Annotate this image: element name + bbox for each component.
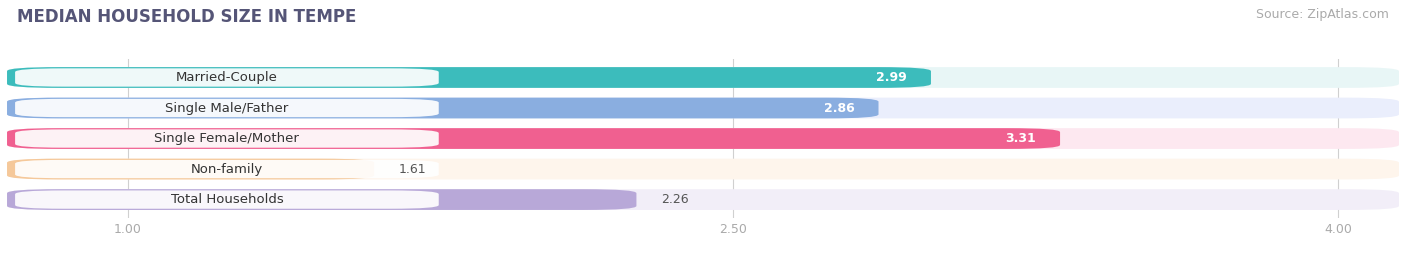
FancyBboxPatch shape [7, 159, 374, 179]
FancyBboxPatch shape [15, 99, 439, 117]
Text: 3.31: 3.31 [1005, 132, 1036, 145]
FancyBboxPatch shape [7, 128, 1399, 149]
Text: 2.99: 2.99 [876, 71, 907, 84]
FancyBboxPatch shape [7, 189, 1399, 210]
FancyBboxPatch shape [7, 67, 1399, 88]
Text: Single Male/Father: Single Male/Father [166, 101, 288, 115]
Text: Total Households: Total Households [170, 193, 283, 206]
Text: Married-Couple: Married-Couple [176, 71, 278, 84]
FancyBboxPatch shape [15, 129, 439, 148]
Text: Single Female/Mother: Single Female/Mother [155, 132, 299, 145]
FancyBboxPatch shape [7, 159, 1399, 179]
FancyBboxPatch shape [15, 160, 439, 178]
FancyBboxPatch shape [15, 68, 439, 87]
Text: Source: ZipAtlas.com: Source: ZipAtlas.com [1256, 8, 1389, 21]
Text: MEDIAN HOUSEHOLD SIZE IN TEMPE: MEDIAN HOUSEHOLD SIZE IN TEMPE [17, 8, 356, 26]
FancyBboxPatch shape [7, 189, 637, 210]
Text: Non-family: Non-family [191, 162, 263, 176]
FancyBboxPatch shape [7, 67, 931, 88]
FancyBboxPatch shape [7, 98, 879, 118]
Text: 2.26: 2.26 [661, 193, 689, 206]
FancyBboxPatch shape [7, 98, 1399, 118]
Text: 2.86: 2.86 [824, 101, 855, 115]
FancyBboxPatch shape [7, 128, 1060, 149]
Text: 1.61: 1.61 [398, 162, 426, 176]
FancyBboxPatch shape [15, 190, 439, 209]
